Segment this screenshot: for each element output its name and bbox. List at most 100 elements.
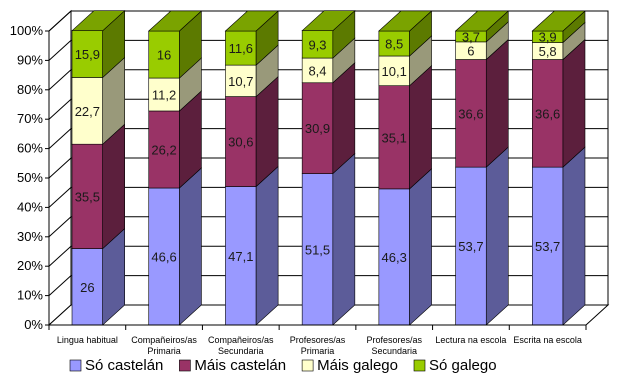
legend-swatch xyxy=(413,359,426,372)
bar-segment xyxy=(148,30,180,79)
bar-top xyxy=(147,10,203,32)
legend: Só castelán Máis castelán Máis galego Só ga… xyxy=(69,357,497,374)
data-label: 3,7 xyxy=(462,29,480,44)
data-label: 3,9 xyxy=(539,30,557,45)
data-label: 51,5 xyxy=(305,242,330,257)
data-label: 8,4 xyxy=(308,63,326,78)
bar-side xyxy=(562,146,586,326)
bar-side xyxy=(255,165,279,326)
data-labels: 26 35,5 22,7 15,9 46,6 26,2 11,2 16 47,1 30,6 10,7… xyxy=(75,29,561,294)
x-category-label: Profesores/as xyxy=(290,335,346,345)
data-label: 15,9 xyxy=(75,47,100,62)
data-label: 8,5 xyxy=(385,36,403,51)
gridline-side xyxy=(48,98,72,120)
bar-top xyxy=(301,10,356,32)
y-tick-label: 80% xyxy=(17,82,43,97)
data-label: 9,3 xyxy=(308,37,326,52)
data-label: 35,1 xyxy=(382,130,407,145)
x-category-label: Compañeiros/as xyxy=(208,335,274,345)
bar-segment xyxy=(301,57,334,84)
data-label: 22,7 xyxy=(75,104,100,119)
data-label: 10,1 xyxy=(382,64,407,79)
x-category-label: Lingua habitual xyxy=(57,335,118,345)
y-tick-label: 40% xyxy=(17,199,43,214)
bar-segment xyxy=(148,110,180,189)
bar-segment xyxy=(531,59,564,168)
gridline-side xyxy=(48,216,72,238)
bar-segment xyxy=(301,30,334,59)
gridline-side xyxy=(48,187,72,208)
gridline-side xyxy=(48,128,72,149)
legend-swatch xyxy=(179,359,191,372)
data-label: 46,3 xyxy=(382,250,407,265)
bar-side xyxy=(409,65,432,190)
gridline-side xyxy=(48,69,72,91)
x-category-label: Escrita na escola xyxy=(513,335,582,345)
data-label: 30,9 xyxy=(305,121,330,136)
gridline-side xyxy=(48,275,72,296)
y-tick-label: 20% xyxy=(17,258,43,273)
data-label: 26 xyxy=(80,280,94,295)
y-tick-label: 90% xyxy=(17,52,43,67)
bar-side xyxy=(485,146,509,326)
bar-side xyxy=(332,152,356,326)
legend-swatch xyxy=(69,359,82,372)
data-label: 47,1 xyxy=(228,249,253,264)
data-label: 53,7 xyxy=(535,239,560,254)
bars xyxy=(71,10,586,326)
y-tick-label: 70% xyxy=(17,111,43,126)
bar-segment xyxy=(71,30,103,78)
data-label: 10,7 xyxy=(228,74,253,89)
bar-segment xyxy=(455,166,487,326)
gridline-side xyxy=(48,157,72,179)
bar-side xyxy=(409,168,432,326)
bar-top xyxy=(224,10,279,32)
bar-side xyxy=(562,38,586,168)
legend-label: Só galego xyxy=(429,357,497,374)
bar-top xyxy=(531,10,586,32)
bar-side xyxy=(179,167,202,326)
bar-segment xyxy=(148,77,180,112)
bar-segment xyxy=(225,30,257,66)
data-label: 46,6 xyxy=(151,249,176,264)
bar-segment xyxy=(225,186,257,326)
y-tick-label: 0% xyxy=(24,317,43,332)
legend-label: Máis galego xyxy=(317,357,398,374)
bar-segment xyxy=(531,166,564,326)
y-tick-label: 30% xyxy=(17,229,43,244)
y-tick-label: 60% xyxy=(17,141,43,156)
y-tick-label: 10% xyxy=(17,288,43,303)
y-axis: 0% 10% 20% 30% 40% 50% 60% 70% 80% 90% 100% xyxy=(10,23,50,332)
bar-segment xyxy=(225,96,257,187)
gridline-side xyxy=(48,40,72,61)
data-label: 36,6 xyxy=(535,106,560,121)
y-tick-label: 100% xyxy=(10,23,44,38)
data-label: 26,2 xyxy=(151,142,176,157)
x-category-label: Compañeiros/as xyxy=(131,335,197,345)
bar-segment xyxy=(71,77,103,145)
bar-segment xyxy=(378,85,410,190)
x-category-label: Primaria xyxy=(301,346,335,356)
bar-side xyxy=(102,123,125,250)
x-category-label: Primaria xyxy=(147,346,181,356)
y-tick-label: 50% xyxy=(17,170,43,185)
bar-side xyxy=(485,38,509,168)
bar-top xyxy=(71,10,126,32)
bar-top xyxy=(454,10,510,32)
x-category-label: Lectura na escola xyxy=(435,335,506,345)
x-category-label: Secundaria xyxy=(371,346,417,356)
legend-label: Máis castelán xyxy=(194,357,286,374)
gridline-side xyxy=(48,245,72,267)
data-label: 35,5 xyxy=(75,189,100,204)
data-label: 5,8 xyxy=(539,44,557,59)
legend-swatch xyxy=(301,359,314,372)
data-label: 36,6 xyxy=(458,106,483,121)
data-label: 6 xyxy=(467,44,474,59)
data-label: 11,6 xyxy=(229,41,253,56)
x-category-label: Secundaria xyxy=(218,346,264,356)
bar-segment xyxy=(301,82,334,174)
x-axis: Lingua habitual Compañeiros/asPrimariaCom… xyxy=(48,324,587,356)
bar-top xyxy=(378,10,433,32)
x-category-label: Profesores/as xyxy=(366,335,422,345)
